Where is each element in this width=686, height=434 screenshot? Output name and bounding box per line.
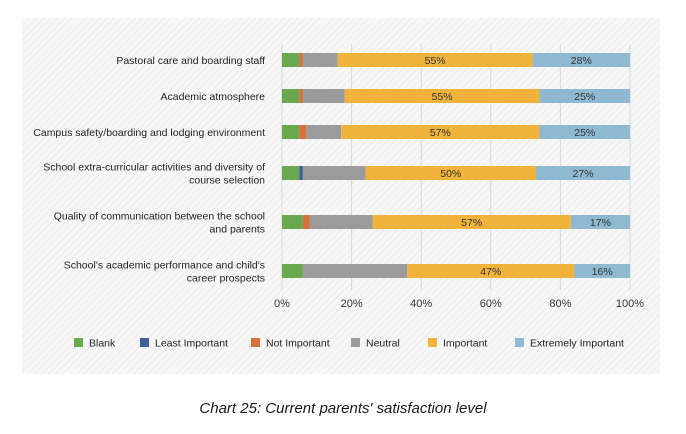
bar-important bbox=[372, 215, 571, 229]
category-label: Campus safety/boarding and lodging envir… bbox=[33, 127, 265, 139]
legend-swatch-important bbox=[428, 338, 437, 347]
bar-important bbox=[341, 125, 540, 139]
data-label: 17% bbox=[590, 217, 611, 229]
legend-swatch-neutral bbox=[351, 338, 360, 347]
bar-important bbox=[337, 53, 533, 67]
bar-extremely-important bbox=[536, 166, 630, 180]
bar-important bbox=[365, 166, 537, 180]
bar-extremely-important bbox=[539, 89, 630, 103]
bar-neutral bbox=[302, 264, 408, 278]
legend-label: Important bbox=[443, 338, 487, 350]
category-label: School's academic performance and child'… bbox=[64, 260, 265, 272]
bar-blank bbox=[282, 215, 303, 229]
data-label: 57% bbox=[430, 127, 451, 139]
bar-extremely-important bbox=[570, 215, 630, 229]
bar-blank bbox=[282, 53, 300, 67]
data-label: 47% bbox=[480, 266, 501, 278]
bar-blank bbox=[282, 89, 300, 103]
bar-neutral bbox=[309, 215, 373, 229]
data-label: 16% bbox=[592, 266, 613, 278]
bar-not-important bbox=[299, 53, 303, 67]
data-label: 55% bbox=[432, 91, 453, 103]
data-label: 28% bbox=[571, 55, 592, 67]
bar-important bbox=[407, 264, 575, 278]
bar-neutral bbox=[302, 53, 338, 67]
category-label: Pastoral care and boarding staff bbox=[116, 55, 265, 67]
bar-extremely-important bbox=[532, 53, 630, 67]
data-label: 55% bbox=[425, 55, 446, 67]
bar-neutral bbox=[302, 89, 345, 103]
bar-extremely-important bbox=[539, 125, 630, 139]
legend-label: Not Important bbox=[266, 338, 330, 350]
bar-neutral bbox=[306, 125, 342, 139]
x-tick-label: 100% bbox=[616, 298, 644, 310]
legend-swatch-extremely-important bbox=[515, 338, 524, 347]
data-label: 50% bbox=[440, 168, 461, 180]
legend-label: Blank bbox=[89, 338, 116, 350]
legend-swatch-not-important bbox=[251, 338, 260, 347]
bar-not-important bbox=[299, 89, 303, 103]
bar-extremely-important bbox=[574, 264, 630, 278]
bar-blank bbox=[282, 166, 300, 180]
data-label: 25% bbox=[574, 127, 595, 139]
category-label: Academic atmosphere bbox=[161, 91, 266, 103]
category-label: career prospects bbox=[187, 273, 265, 285]
category-label: and parents bbox=[210, 224, 265, 236]
stacked-bar-chart: 0% 20% 40% 60% 80% 100% Pastoral care and boar… bbox=[33, 44, 644, 350]
legend-label: Least Important bbox=[155, 338, 228, 350]
x-tick-label: 80% bbox=[549, 298, 571, 310]
category-label: Quality of communication between the sch… bbox=[54, 211, 265, 223]
bar-not-important bbox=[299, 125, 307, 139]
bar-blank bbox=[282, 264, 303, 278]
category-label: course selection bbox=[189, 175, 265, 187]
bar-blank bbox=[282, 125, 300, 139]
bar-important bbox=[344, 89, 540, 103]
data-label: 27% bbox=[573, 168, 594, 180]
legend-swatch-least-important bbox=[140, 338, 149, 347]
bar-not-important bbox=[302, 215, 310, 229]
legend-label: Extremely Important bbox=[530, 338, 624, 350]
data-label: 57% bbox=[461, 217, 482, 229]
x-tick-label: 20% bbox=[341, 298, 363, 310]
x-tick-label: 60% bbox=[480, 298, 502, 310]
category-label: School extra-curricular activities and d… bbox=[43, 162, 265, 174]
data-label: 25% bbox=[574, 91, 595, 103]
x-tick-label: 40% bbox=[410, 298, 432, 310]
bar-least-important bbox=[299, 166, 303, 180]
chart-card: 0% 20% 40% 60% 80% 100% Pastoral care and boar… bbox=[22, 18, 660, 374]
bar-neutral bbox=[302, 166, 366, 180]
legend-label: Neutral bbox=[366, 338, 400, 350]
chart-caption: Chart 25: Current parents' satisfaction … bbox=[199, 400, 487, 417]
legend-swatch-blank bbox=[74, 338, 83, 347]
x-tick-label: 0% bbox=[274, 298, 290, 310]
